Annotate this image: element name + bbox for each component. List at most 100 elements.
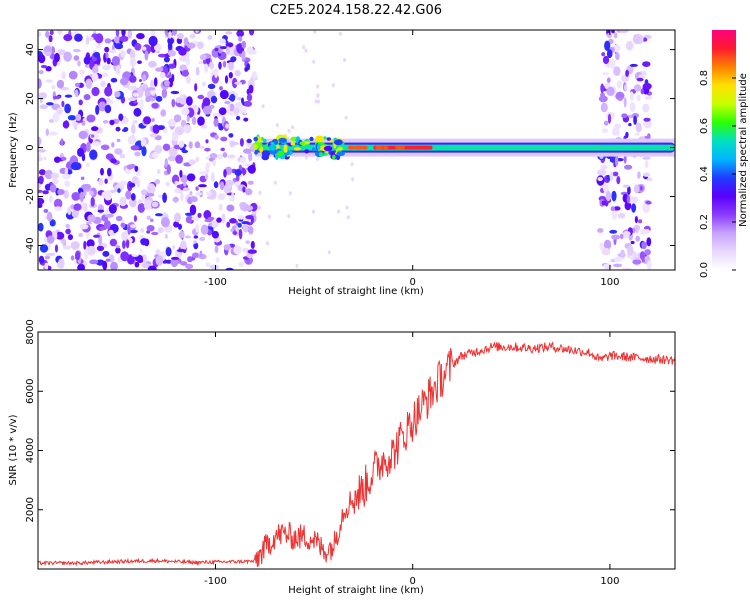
noise-blob xyxy=(220,136,228,142)
noise-blob xyxy=(45,66,52,72)
snr-panel: -100 0 100 2000 4000 6000 8000 Height of stra… xyxy=(8,319,676,596)
noise-blob xyxy=(148,35,158,47)
noise-blob xyxy=(645,200,652,205)
noise-blob xyxy=(304,48,308,53)
noise-blob xyxy=(195,156,200,163)
noise-blob xyxy=(180,191,184,202)
noise-blob xyxy=(79,69,85,75)
noise-blob xyxy=(623,231,631,237)
noise-blob xyxy=(223,169,227,178)
noise-blob xyxy=(219,38,226,45)
carrier-peak xyxy=(349,145,356,150)
noise-blob xyxy=(646,237,652,247)
noise-blob xyxy=(109,49,117,54)
noise-blob xyxy=(234,169,242,176)
noise-blob xyxy=(239,138,244,147)
noise-blob xyxy=(637,171,641,179)
noise-blob xyxy=(154,144,163,154)
noise-blob xyxy=(102,260,108,270)
noise-blob xyxy=(644,160,649,169)
noise-blob xyxy=(610,206,616,212)
noise-blob xyxy=(635,235,641,242)
noise-blob xyxy=(632,34,641,45)
noise-blob xyxy=(115,30,120,37)
carrier-patch xyxy=(328,150,332,155)
carrier-patch xyxy=(323,145,333,152)
noise-blob xyxy=(635,132,640,136)
noise-blob xyxy=(187,256,193,263)
noise-blob xyxy=(612,127,620,136)
noise-blob xyxy=(223,184,230,194)
noise-blob xyxy=(105,258,111,262)
noise-blob xyxy=(45,79,53,83)
noise-blob xyxy=(244,205,254,211)
noise-blob xyxy=(266,241,269,246)
carrier-patch xyxy=(283,148,288,153)
noise-blob xyxy=(316,157,320,162)
noise-blob xyxy=(599,242,604,251)
noise-blob xyxy=(302,45,306,50)
noise-blob xyxy=(164,158,168,168)
noise-blob xyxy=(111,142,115,148)
noise-blob xyxy=(70,241,80,250)
noise-blob xyxy=(57,49,66,55)
carrier-patch xyxy=(290,142,296,146)
noise-blob xyxy=(49,194,53,203)
x-tick-label: 0 xyxy=(410,277,416,288)
noise-blob xyxy=(78,232,84,238)
noise-blob xyxy=(70,255,75,261)
spectrogram-y-ticks: -40 -20 0 20 40 xyxy=(25,43,675,254)
noise-blob xyxy=(101,191,108,199)
noise-blob xyxy=(209,61,215,70)
noise-blob xyxy=(162,192,168,203)
noise-blob xyxy=(222,60,227,68)
noise-blob xyxy=(606,32,613,39)
noise-blob xyxy=(125,239,130,249)
noise-blob xyxy=(614,123,622,129)
noise-blob xyxy=(613,256,622,263)
noise-blob xyxy=(228,72,233,79)
noise-blob xyxy=(173,221,180,228)
noise-blob xyxy=(242,186,246,193)
noise-blob xyxy=(38,183,41,189)
noise-blob xyxy=(114,148,123,155)
noise-blob xyxy=(624,164,633,170)
noise-blob xyxy=(144,50,149,61)
noise-blob xyxy=(206,195,216,200)
noise-blob xyxy=(71,192,81,201)
noise-blob xyxy=(219,89,229,100)
noise-blob xyxy=(98,101,107,112)
noise-blob xyxy=(79,191,85,202)
noise-blob xyxy=(54,206,62,212)
noise-blob xyxy=(114,43,124,50)
noise-blob xyxy=(344,115,348,120)
noise-blob xyxy=(245,240,250,244)
noise-blob xyxy=(116,138,121,142)
noise-blob xyxy=(111,56,120,66)
snr-y-ticks: 2000 4000 6000 8000 xyxy=(25,319,675,522)
noise-blob xyxy=(67,206,72,216)
noise-blob xyxy=(146,87,156,91)
carrier-peak xyxy=(356,145,363,150)
noise-blob xyxy=(214,245,219,253)
noise-blob xyxy=(635,122,642,133)
noise-blob xyxy=(110,261,118,270)
noise-blob xyxy=(151,152,159,159)
snr-line xyxy=(38,341,675,568)
noise-blob xyxy=(65,228,71,235)
noise-blob xyxy=(331,83,335,88)
noise-blob xyxy=(160,109,167,117)
noise-blob xyxy=(104,46,110,53)
noise-blob xyxy=(179,94,185,99)
noise-blob xyxy=(142,46,147,51)
noise-blob xyxy=(176,37,183,44)
noise-blob xyxy=(350,162,354,167)
noise-blob xyxy=(197,41,204,50)
carrier-peak xyxy=(375,145,382,150)
noise-blob xyxy=(602,55,610,65)
noise-blob xyxy=(162,143,171,151)
noise-blob xyxy=(74,82,80,88)
noise-blob xyxy=(233,245,242,255)
noise-blob xyxy=(62,173,71,180)
noise-blob xyxy=(245,215,254,220)
